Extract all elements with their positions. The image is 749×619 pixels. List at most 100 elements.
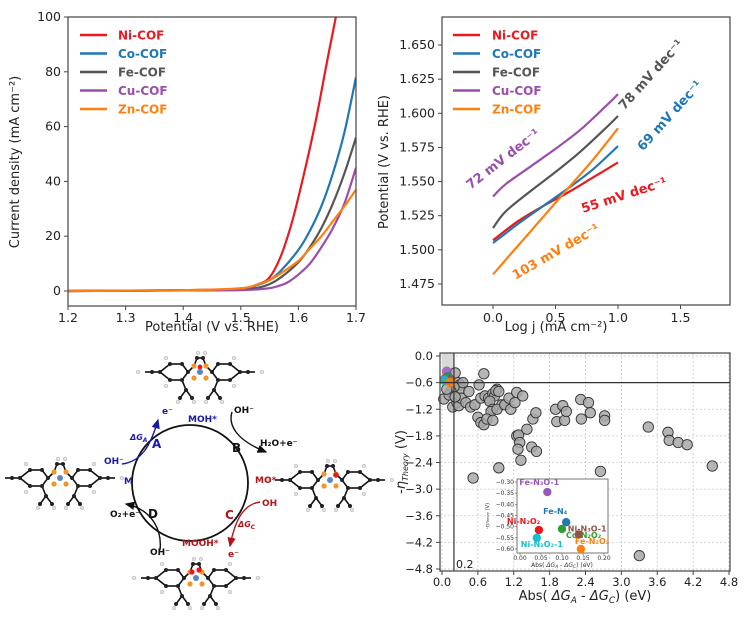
carbon-atom [212, 568, 216, 572]
carbon-atom [66, 502, 70, 506]
nitrogen-oxygen-atom [63, 469, 69, 475]
intermediate-mooh: MOOH* [182, 539, 219, 549]
scatter-ytick-label: −2.4 [405, 456, 433, 470]
tafel-ytick-label: 1.600 [399, 105, 435, 120]
carbon-atom [346, 486, 350, 490]
inset-chart: 0.00 0.05 0.10 0.15 0.20 −0.30 −0.35 −0.40 −0.45… [485, 478, 611, 570]
hydrogen-atom [333, 459, 337, 464]
molecule-moh [136, 351, 265, 405]
carbon-atom [186, 602, 190, 606]
scatter-point [575, 413, 587, 425]
scatter-point [521, 423, 533, 435]
carbon-atom [10, 476, 14, 480]
hydrogen-atom [164, 383, 169, 388]
lsv-xtick-label: 1.2 [58, 310, 78, 325]
step-d-arrow [124, 501, 161, 551]
scatter-point [517, 390, 529, 402]
scatter-ytick-label: 0.0 [415, 349, 433, 363]
molecule-mo [266, 459, 395, 513]
carbon-atom [216, 378, 220, 382]
lsv-series-cu-cof [68, 167, 356, 293]
inset-ytick-label: −0.50 [496, 524, 515, 531]
carbon-atom [40, 484, 44, 488]
inset-point-label: Fe-N₂O₂ [575, 537, 610, 546]
lsv-ytick-label: 80 [45, 64, 61, 79]
hydrogen-atom [36, 506, 41, 511]
carbon-atom [180, 362, 184, 366]
lsv-legend-label: Co-COF [118, 47, 167, 61]
scatter-point [642, 421, 654, 433]
nitrogen-oxygen-atom [191, 363, 197, 369]
scatter-point [706, 460, 718, 472]
lsv-chart: 1.2 1.3 1.4 1.5 1.6 1.7 0 20 40 60 80 100 Potentia… [8, 9, 366, 335]
carbon-atom [184, 388, 188, 392]
carbon-atom [168, 378, 172, 382]
carbon-atom [206, 576, 210, 580]
carbon-atom [106, 476, 110, 480]
lsv-ytick-label: 100 [37, 9, 61, 24]
tafel-slope-annotation: 55 mV dec⁻¹ [580, 175, 669, 217]
carbon-atom [76, 484, 80, 488]
hydrogen-atom [164, 355, 169, 360]
inset-point [534, 525, 544, 535]
bond [159, 371, 171, 381]
carbon-atom [202, 602, 206, 606]
step-c-in: OH [262, 499, 277, 509]
hydrogen-atom [176, 400, 181, 405]
hydrogen-atom [390, 478, 395, 482]
scatter-ytick-label: −4.2 [405, 535, 433, 549]
tafel-xtick-label: 0.0 [483, 310, 503, 325]
nitrogen-oxygen-atom [51, 481, 57, 487]
inset-ytick-label: −0.30 [496, 479, 515, 486]
carbon-atom [308, 504, 312, 508]
inset-xtick-label: 0.15 [576, 555, 590, 562]
step-b-out: H₂O+e⁻ [260, 439, 298, 449]
carbon-atom [88, 468, 92, 472]
lsv-xtick-label: 1.5 [231, 310, 251, 325]
carbon-atom [164, 584, 168, 588]
hydrogen-atom [260, 370, 265, 374]
scatter-point [449, 391, 461, 403]
hydrogen-atom [196, 351, 200, 356]
hydrogen-atom [172, 606, 177, 611]
metal-atom [193, 575, 199, 581]
carbon-atom [340, 478, 344, 482]
lsv-xtick-label: 1.4 [173, 310, 193, 325]
hydrogen-atom [294, 463, 299, 468]
bond [225, 577, 237, 587]
nitrogen-oxygen-atom [191, 375, 197, 381]
step-c-out: e⁻ [228, 550, 239, 560]
carbon-atom [348, 504, 352, 508]
nitrogen-oxygen-atom [203, 363, 209, 369]
carbon-atom [176, 568, 180, 572]
carbon-atom [342, 496, 346, 500]
carbon-atom [310, 486, 314, 490]
scatter-xtick-label: 3.6 [648, 575, 666, 589]
step-a-label: A [152, 437, 162, 451]
lsv-series-ni-cof [68, 17, 337, 293]
intermediate-mo: MO* [255, 476, 277, 486]
tafel-ytick-label: 1.500 [399, 242, 435, 257]
scatter-ylabel: -ηTheory (V) [394, 430, 410, 494]
tafel-legend-label: Co-COF [492, 47, 541, 61]
scatter-point [530, 445, 543, 458]
carbon-atom [320, 504, 324, 508]
carbon-atom [88, 484, 92, 488]
step-b-in: OH⁻ [234, 406, 254, 416]
step-d-label: D [148, 507, 158, 521]
carbon-atom [98, 476, 102, 480]
step-a-arrow [121, 418, 160, 465]
step-c-arrow [227, 501, 261, 548]
carbon-atom [214, 602, 218, 606]
hydrogen-atom [362, 463, 367, 468]
hydrogen-atom [160, 561, 165, 566]
tafel-chart: 0.0 0.5 1.0 1.5 1.475 1.500 1.525 1.550 1.575 1.… [377, 16, 731, 335]
scatter-xtick-label: 0.6 [469, 575, 487, 589]
metal-atom [327, 477, 333, 483]
scatter-point [473, 379, 485, 391]
carbon-atom [197, 562, 201, 566]
inset-point-label: Ni-N₃O-1 [568, 524, 607, 533]
tafel-slope-annotation: 103 mV dec⁻¹ [510, 221, 603, 283]
hydrogen-atom [203, 400, 208, 405]
